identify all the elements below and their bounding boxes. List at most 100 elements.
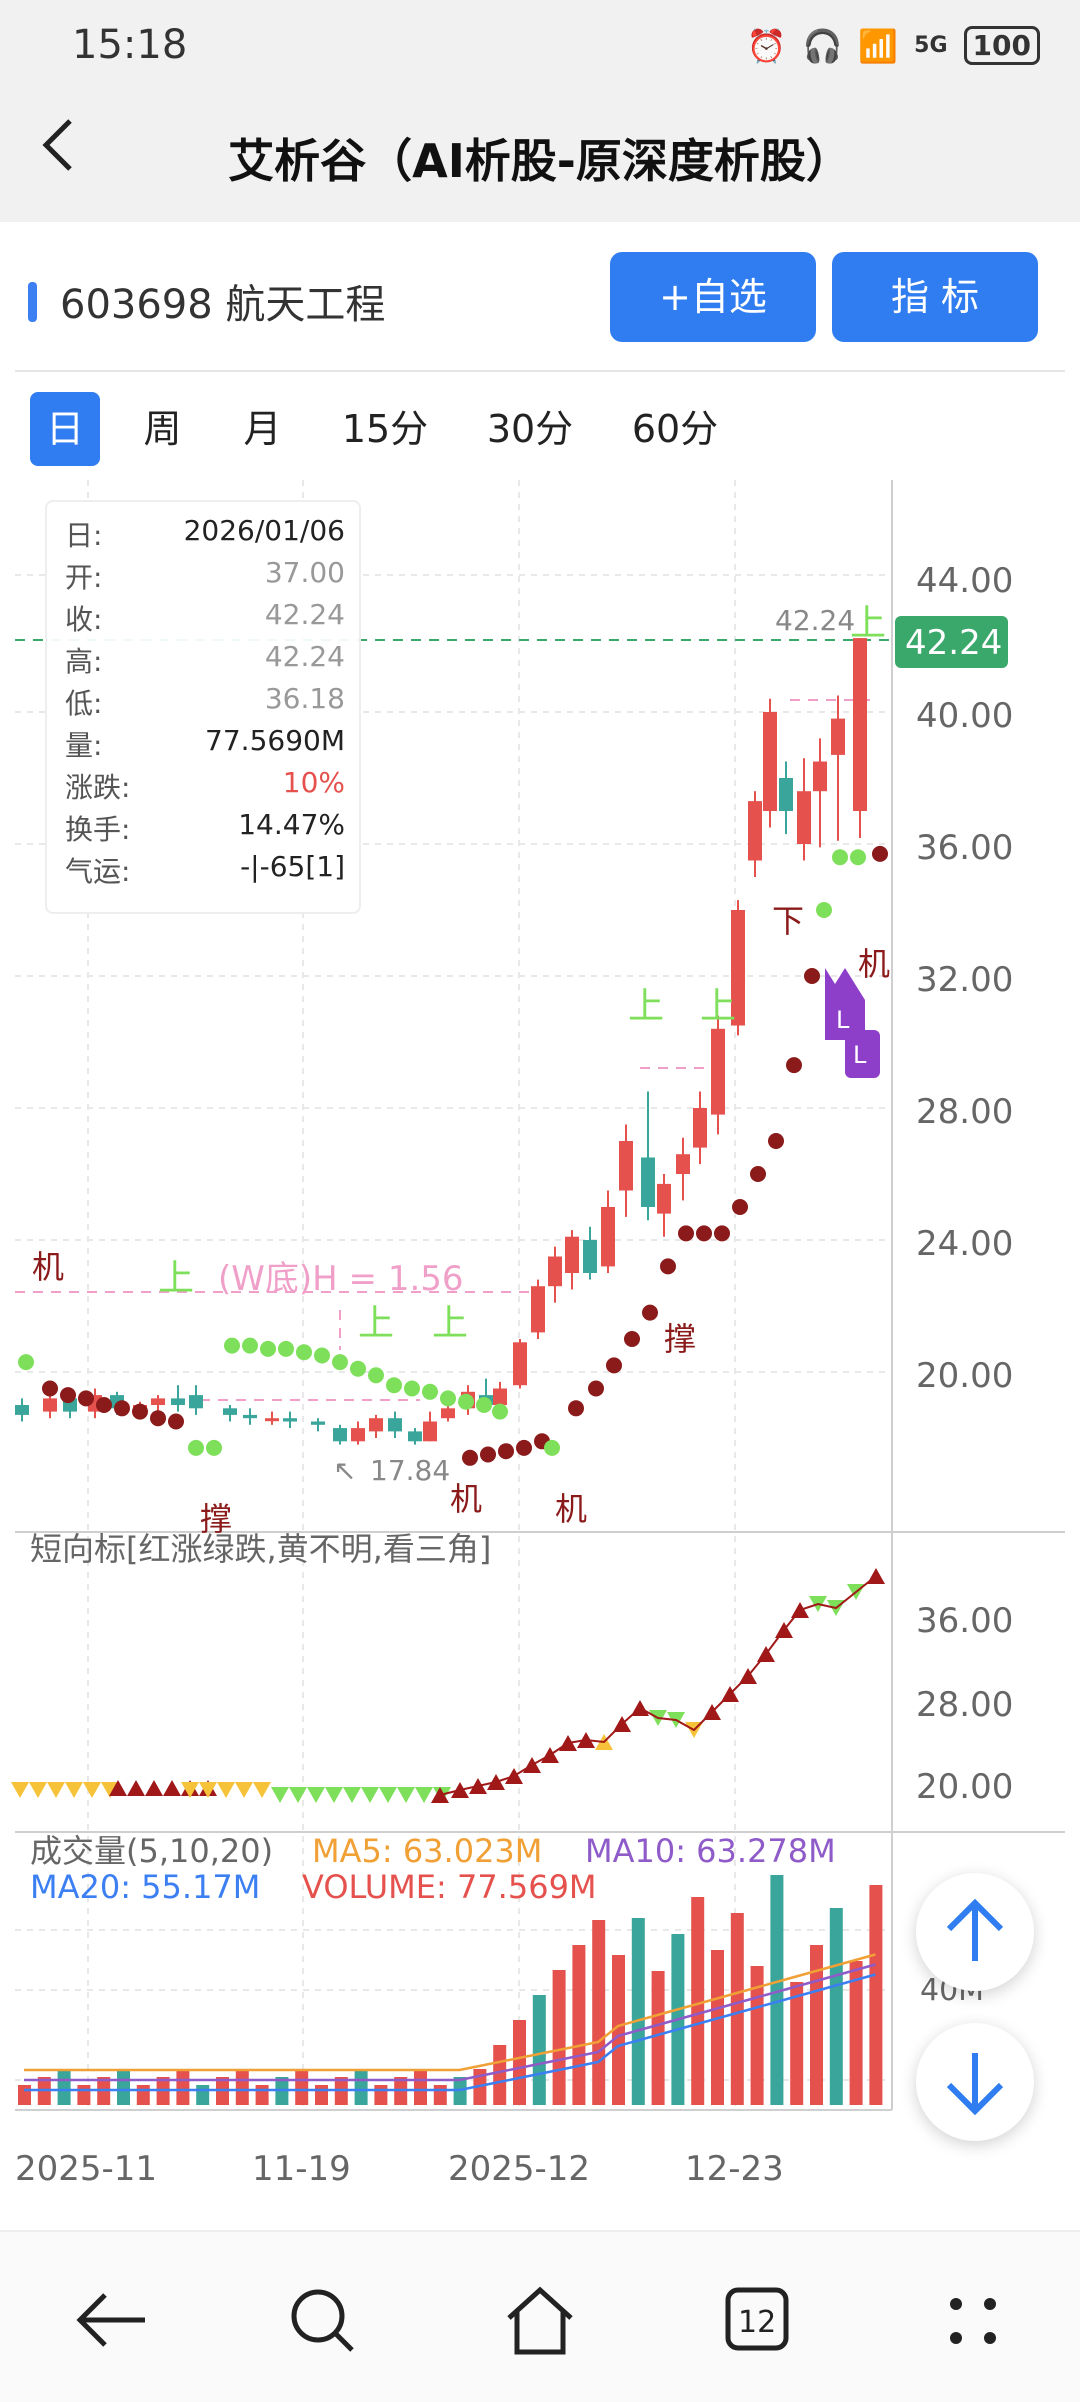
ma5-label: MA5: 63.023M [312,1832,542,1870]
menu-dots-icon [950,2298,996,2344]
info-row: 换手: 14.47% [65,808,345,846]
svg-text:40.00: 40.00 [916,696,1013,736]
tabs-icon: 12 [725,2287,789,2351]
volume-label: VOLUME: 77.569M [302,1868,597,1906]
signal-ji: 机 [450,1480,482,1518]
stock-marker [28,282,37,322]
short-indicator-axis: 36.00 28.00 20.00 [916,1601,1013,1807]
signal-annotations: 机 撑 机 机 撑 下 机 [32,902,890,1538]
info-row: 气运: -|-65[1] [65,850,345,888]
status-time: 15:18 [72,22,188,68]
info-row: 低: 36.18 [65,682,345,720]
svg-text:20.00: 20.00 [916,1356,1013,1396]
short-indicator-triangles [11,1568,885,1803]
signal-ji: 机 [858,945,890,983]
status-icons: ⏰ 🎧 📶 5G 100 [747,26,1040,65]
indicator-button[interactable]: 指 标 [832,252,1038,342]
svg-text:L: L [836,1006,850,1034]
volume-ma-lines [24,1953,876,2092]
ohlc-info-panel: 日: 2026/01/06 开: 37.00 收: 42.24 高: 42.24 低: 3… [45,500,361,914]
price-axis: 44.00 40.00 36.00 32.00 28.00 24.00 20.0… [916,561,1013,1396]
svg-text:12: 12 [738,2305,776,2340]
nav-menu-button[interactable] [928,2280,1018,2360]
up-markers: 上 上 上 上 上 上 [158,603,886,1344]
svg-text:上: 上 [628,986,664,1027]
last-price-value: 42.24 [905,623,1002,663]
svg-text:上: 上 [432,1303,468,1344]
short-indicator-title: 短向标[红涨绿跌,黄不明,看三角] [30,1530,491,1568]
svg-text:上: 上 [158,1258,194,1299]
info-row: 收: 42.24 [65,598,345,636]
wifi-icon: 📶 [858,26,899,65]
arrow-left-icon [76,2293,145,2347]
info-row: 量: 77.5690M [65,724,345,762]
network-label: 5G [914,33,948,58]
svg-text:32.00: 32.00 [916,960,1013,1000]
back-button[interactable] [38,115,78,191]
arrow-down-icon [946,2053,1004,2116]
svg-text:11-19: 11-19 [252,2149,351,2189]
chevron-left-icon [42,119,72,171]
svg-text:36.00: 36.00 [916,828,1013,868]
info-row: 高: 42.24 [65,640,345,678]
nav-back-button[interactable] [65,2280,155,2360]
svg-text:28.00: 28.00 [916,1685,1013,1725]
nav-search-button[interactable] [278,2280,368,2360]
pattern-label: (W底)H = 1.56 [218,1259,464,1299]
divider [15,370,1065,372]
tab-day[interactable]: 日 [30,392,100,466]
scroll-down-button[interactable] [916,2023,1034,2141]
w-bottom-lines [15,699,870,1401]
kline-chart[interactable]: (W底)H = 1.56 机 撑 机 机 撑 下 机 上 上 上 上 上 上 L… [0,470,1080,2240]
svg-text:L: L [853,1041,867,1069]
svg-text:28.00: 28.00 [916,1092,1013,1132]
alarm-icon: ⏰ [746,26,787,65]
svg-text:12-23: 12-23 [685,2149,784,2189]
high-label: 42.24 [775,604,855,637]
svg-text:20.00: 20.00 [916,1767,1013,1807]
svg-text:↖: ↖ [333,1454,356,1487]
info-row: 涨跌: 10% [65,766,345,804]
info-row: 开: 37.00 [65,556,345,594]
info-row: 日: 2026/01/06 [65,514,345,552]
search-icon [291,2289,354,2352]
tab-30min[interactable]: 30分 [486,407,574,451]
home-icon [507,2286,573,2355]
app-header [0,90,1080,222]
svg-text:36.00: 36.00 [916,1601,1013,1641]
svg-text:上: 上 [700,986,736,1027]
svg-text:44.00: 44.00 [916,561,1013,601]
low-label: 17.84 [370,1454,450,1487]
scroll-up-button[interactable] [916,1873,1034,1991]
status-bar [0,0,1080,90]
svg-text:2025-12: 2025-12 [448,2149,590,2189]
tab-week[interactable]: 周 [143,407,182,451]
signal-cheng: 撑 [664,1320,696,1358]
system-nav-bar [0,2230,1080,2402]
time-axis: 2025-11 11-19 2025-12 12-23 [15,2149,784,2189]
last-price-tag [895,616,1008,668]
headset-icon: 🎧 [802,26,843,65]
tab-month[interactable]: 月 [243,407,282,451]
svg-text:上: 上 [358,1303,394,1344]
nav-tabs-button[interactable]: 12 [712,2280,802,2360]
tab-60min[interactable]: 60分 [631,407,719,451]
grid [15,480,890,2110]
stock-code-name: 603698 航天工程 [60,282,386,328]
ma10-label: MA10: 63.278M [585,1832,836,1870]
signal-cheng: 撑 [200,1500,232,1538]
arrow-up-icon [946,1898,1004,1961]
svg-text:上: 上 [850,603,886,644]
l-markers: L L [825,968,880,1078]
add-watchlist-button[interactable]: +自选 [610,252,816,342]
signal-ji: 机 [555,1490,587,1528]
page-title: 艾析谷（AI析股-原深度析股） [228,134,852,188]
nav-home-button[interactable] [495,2280,585,2360]
ma20-label: MA20: 55.17M [30,1868,260,1906]
battery-indicator: 100 [963,26,1040,65]
signal-xia: 下 [772,902,804,940]
volume-title: 成交量(5,10,20) [30,1832,273,1870]
support-dots [18,845,888,1466]
svg-text:24.00: 24.00 [916,1224,1013,1264]
tab-15min[interactable]: 15分 [341,407,429,451]
